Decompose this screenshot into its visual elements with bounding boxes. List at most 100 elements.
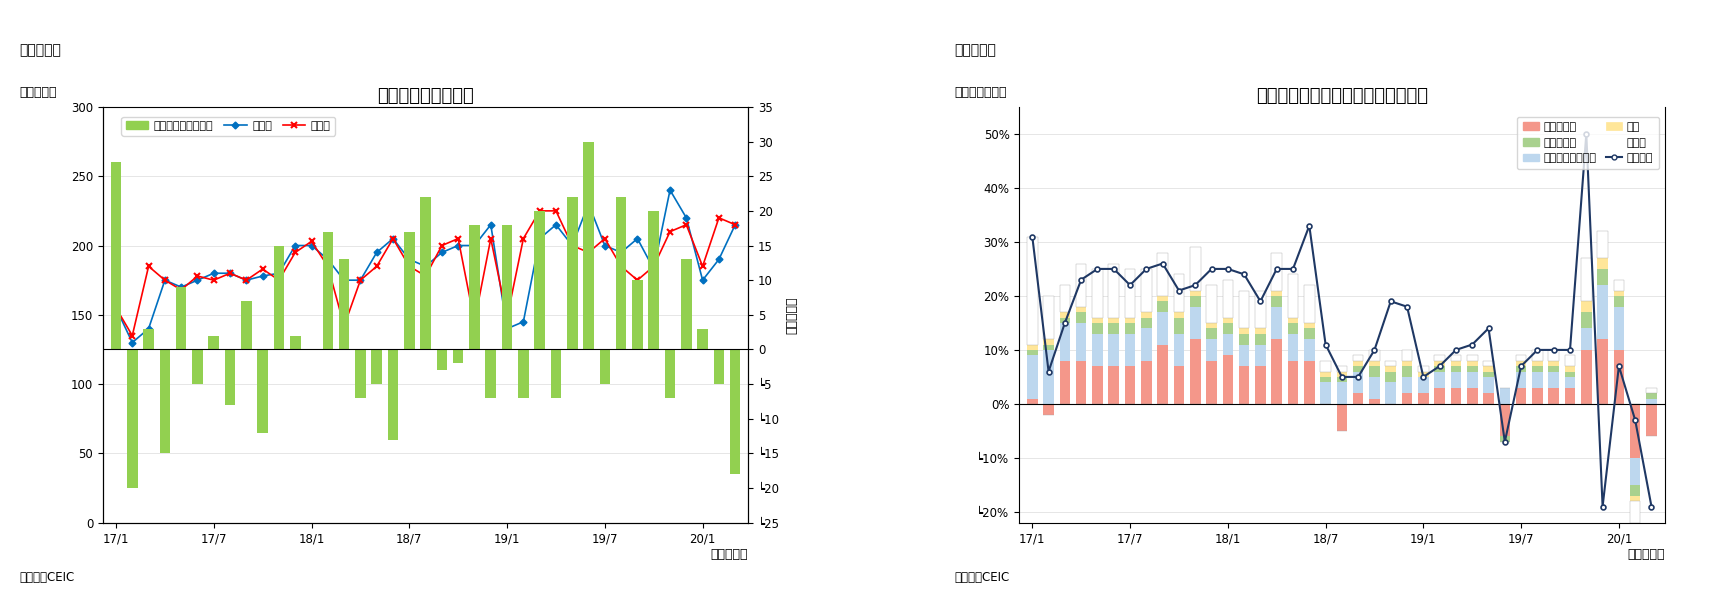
Bar [1402,350,1412,361]
輸出合計 [1136,266,1157,273]
Text: （前年同月比）: （前年同月比） [954,86,1007,99]
輸出合計 [1186,282,1206,289]
輸出額 [529,235,549,242]
Bar [1124,366,1136,404]
Bar [1483,377,1495,393]
輸出合計 [1103,266,1124,273]
輸出額 [302,242,323,249]
Bar [534,211,546,349]
Bar [729,349,741,474]
Bar [1239,328,1249,334]
Bar [1189,296,1201,307]
Bar [631,280,644,349]
Bar [1483,371,1495,377]
輸出合計 [1608,362,1628,369]
Bar [1598,339,1608,404]
Bar [1467,355,1477,361]
Bar [1369,361,1380,366]
Bar [1598,285,1608,339]
Bar [1287,323,1299,334]
Bar [257,349,268,432]
Bar [1222,323,1234,334]
Bar [518,349,529,398]
Bar [1565,371,1575,377]
Legend: 貿易収支（右目盛）, 輸出額, 輸入額: 貿易収支（右目盛）, 輸出額, 輸入額 [122,116,335,135]
Bar [1026,399,1038,404]
Bar [501,225,513,349]
Bar [599,349,611,384]
輸出合計 [1477,325,1498,332]
Bar [551,349,561,398]
Bar [1500,437,1510,442]
Bar [1272,307,1282,339]
輸出合計 [1380,298,1400,305]
Bar [1174,274,1184,312]
Bar [1043,296,1054,339]
Bar [1646,388,1656,393]
Bar [1548,366,1560,371]
Bar [1124,269,1136,318]
Bar [1189,307,1201,339]
輸出合計 [1088,266,1109,273]
輸出合計 [1332,374,1352,381]
Bar [1189,290,1201,296]
Bar [1630,485,1640,496]
輸入額 [154,277,175,284]
Bar [1435,355,1445,361]
Bar [1109,334,1119,366]
Bar [1157,312,1169,345]
輸出額 [106,304,127,311]
輸入額 [676,221,697,228]
輸出額 [578,200,599,207]
輸入額 [578,249,599,256]
Bar [1059,323,1071,361]
輸入額 [350,277,371,284]
Bar [355,349,366,398]
輸出合計 [1543,346,1563,353]
輸出額 [561,242,582,249]
Bar [1124,323,1136,334]
Bar [1157,345,1169,404]
Bar [1206,323,1217,328]
Bar [273,245,285,349]
輸出額 [367,249,388,256]
輸入額 [237,277,257,284]
Bar [1239,290,1249,328]
輸出合計 [1201,266,1222,273]
輸出額 [659,187,680,194]
輸入額 [269,277,290,284]
Bar [1500,404,1510,437]
輸入額 [415,273,436,280]
輸入額 [220,270,240,277]
Bar [1026,345,1038,350]
Bar [1515,388,1527,404]
Bar [1091,269,1103,318]
Bar [1157,301,1169,312]
Bar [1206,339,1217,361]
Bar [1141,318,1151,328]
Bar [1254,290,1266,328]
Bar [1254,334,1266,345]
Bar [1239,334,1249,345]
Text: （図表５）: （図表５） [19,43,62,57]
輸出合計 [1560,346,1580,353]
輸出合計 [1397,303,1417,310]
Bar [1515,361,1527,366]
輸出額 [285,242,305,249]
Bar [1417,393,1429,404]
Bar [225,349,235,405]
Bar [1532,361,1543,366]
輸出額 [335,277,355,284]
Legend: 電話・部品, 織物・衣類, 電気製品・同部品, 履物, その他, 輸出合計: 電話・部品, 織物・衣類, 電気製品・同部品, 履物, その他, 輸出合計 [1517,116,1659,169]
Bar [1402,366,1412,377]
Bar [1320,371,1332,377]
輸出合計 [1121,282,1141,289]
Line: 輸入額: 輸入額 [113,207,738,339]
Bar [1565,388,1575,404]
Bar [1304,339,1314,361]
Y-axis label: （億ドル）: （億ドル） [786,296,798,334]
Bar [208,336,220,349]
輸出額 [709,256,729,263]
輸出額 [415,263,436,270]
輸入額 [302,238,323,245]
